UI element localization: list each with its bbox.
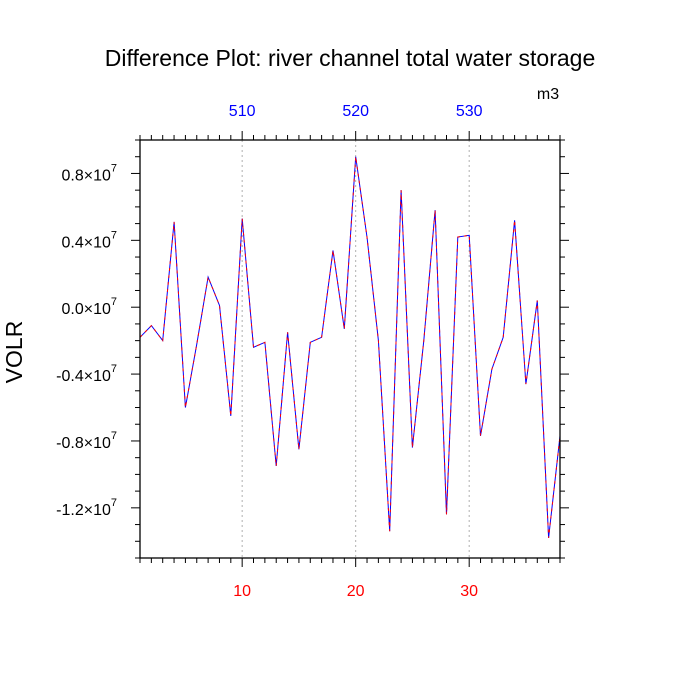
units-label: m3 [537,86,559,103]
y-tick-label: -1.2×107 [56,497,117,519]
data-point [208,277,209,278]
data-point [185,407,186,408]
data-point [276,465,277,466]
data-point [378,340,379,341]
data-point [525,384,526,385]
data-point [480,435,481,436]
data-point [151,325,152,326]
data-point [253,347,254,348]
data-point [457,236,458,237]
data-point [242,218,243,219]
series-layer [139,156,561,538]
data-point [491,368,492,369]
data-point [196,343,197,344]
x-tick-label-bottom: 30 [460,583,478,600]
tick-labels: 10 20 30 510 520 530 0.8×107 0.4×107 0.0×107 -0.4… [56,103,482,600]
data-point [537,300,538,301]
data-point [162,340,163,341]
data-point [366,236,367,237]
data-point [423,340,424,341]
data-point [321,337,322,338]
data-point [287,332,288,333]
y-tick-label: 0.8×107 [61,162,117,184]
x-tick-label-top: 520 [342,103,369,120]
data-point [446,514,447,515]
y-axis-label: VOLR [1,321,27,384]
data-point [344,328,345,329]
y-tick-label: -0.4×107 [56,363,117,385]
data-point [310,342,311,343]
ticks [131,131,569,567]
data-point [298,449,299,450]
data-point [469,235,470,236]
data-point [503,337,504,338]
x-tick-label-bottom: 20 [347,583,365,600]
data-point [400,190,401,191]
data-point [389,531,390,532]
chart-title: Difference Plot: river channel total wat… [105,45,596,71]
data-point [412,447,413,448]
y-tick-label: -0.8×107 [56,430,117,452]
data-point [514,220,515,221]
y-tick-label: 0.4×107 [61,229,117,251]
data-point [219,305,220,306]
data-point [332,250,333,251]
data-point [264,342,265,343]
series-line [139,156,561,538]
data-point [548,537,549,538]
data-point [355,156,356,157]
data-point [435,210,436,211]
data-point [173,221,174,222]
gridlines [241,140,470,558]
x-tick-label-top: 530 [456,103,483,120]
x-tick-label-top: 510 [229,103,256,120]
y-tick-label: 0.0×107 [61,296,117,318]
plot-frame [139,139,561,559]
x-tick-label-bottom: 10 [233,583,251,600]
series-line-dashed [139,156,561,538]
data-point [230,415,231,416]
